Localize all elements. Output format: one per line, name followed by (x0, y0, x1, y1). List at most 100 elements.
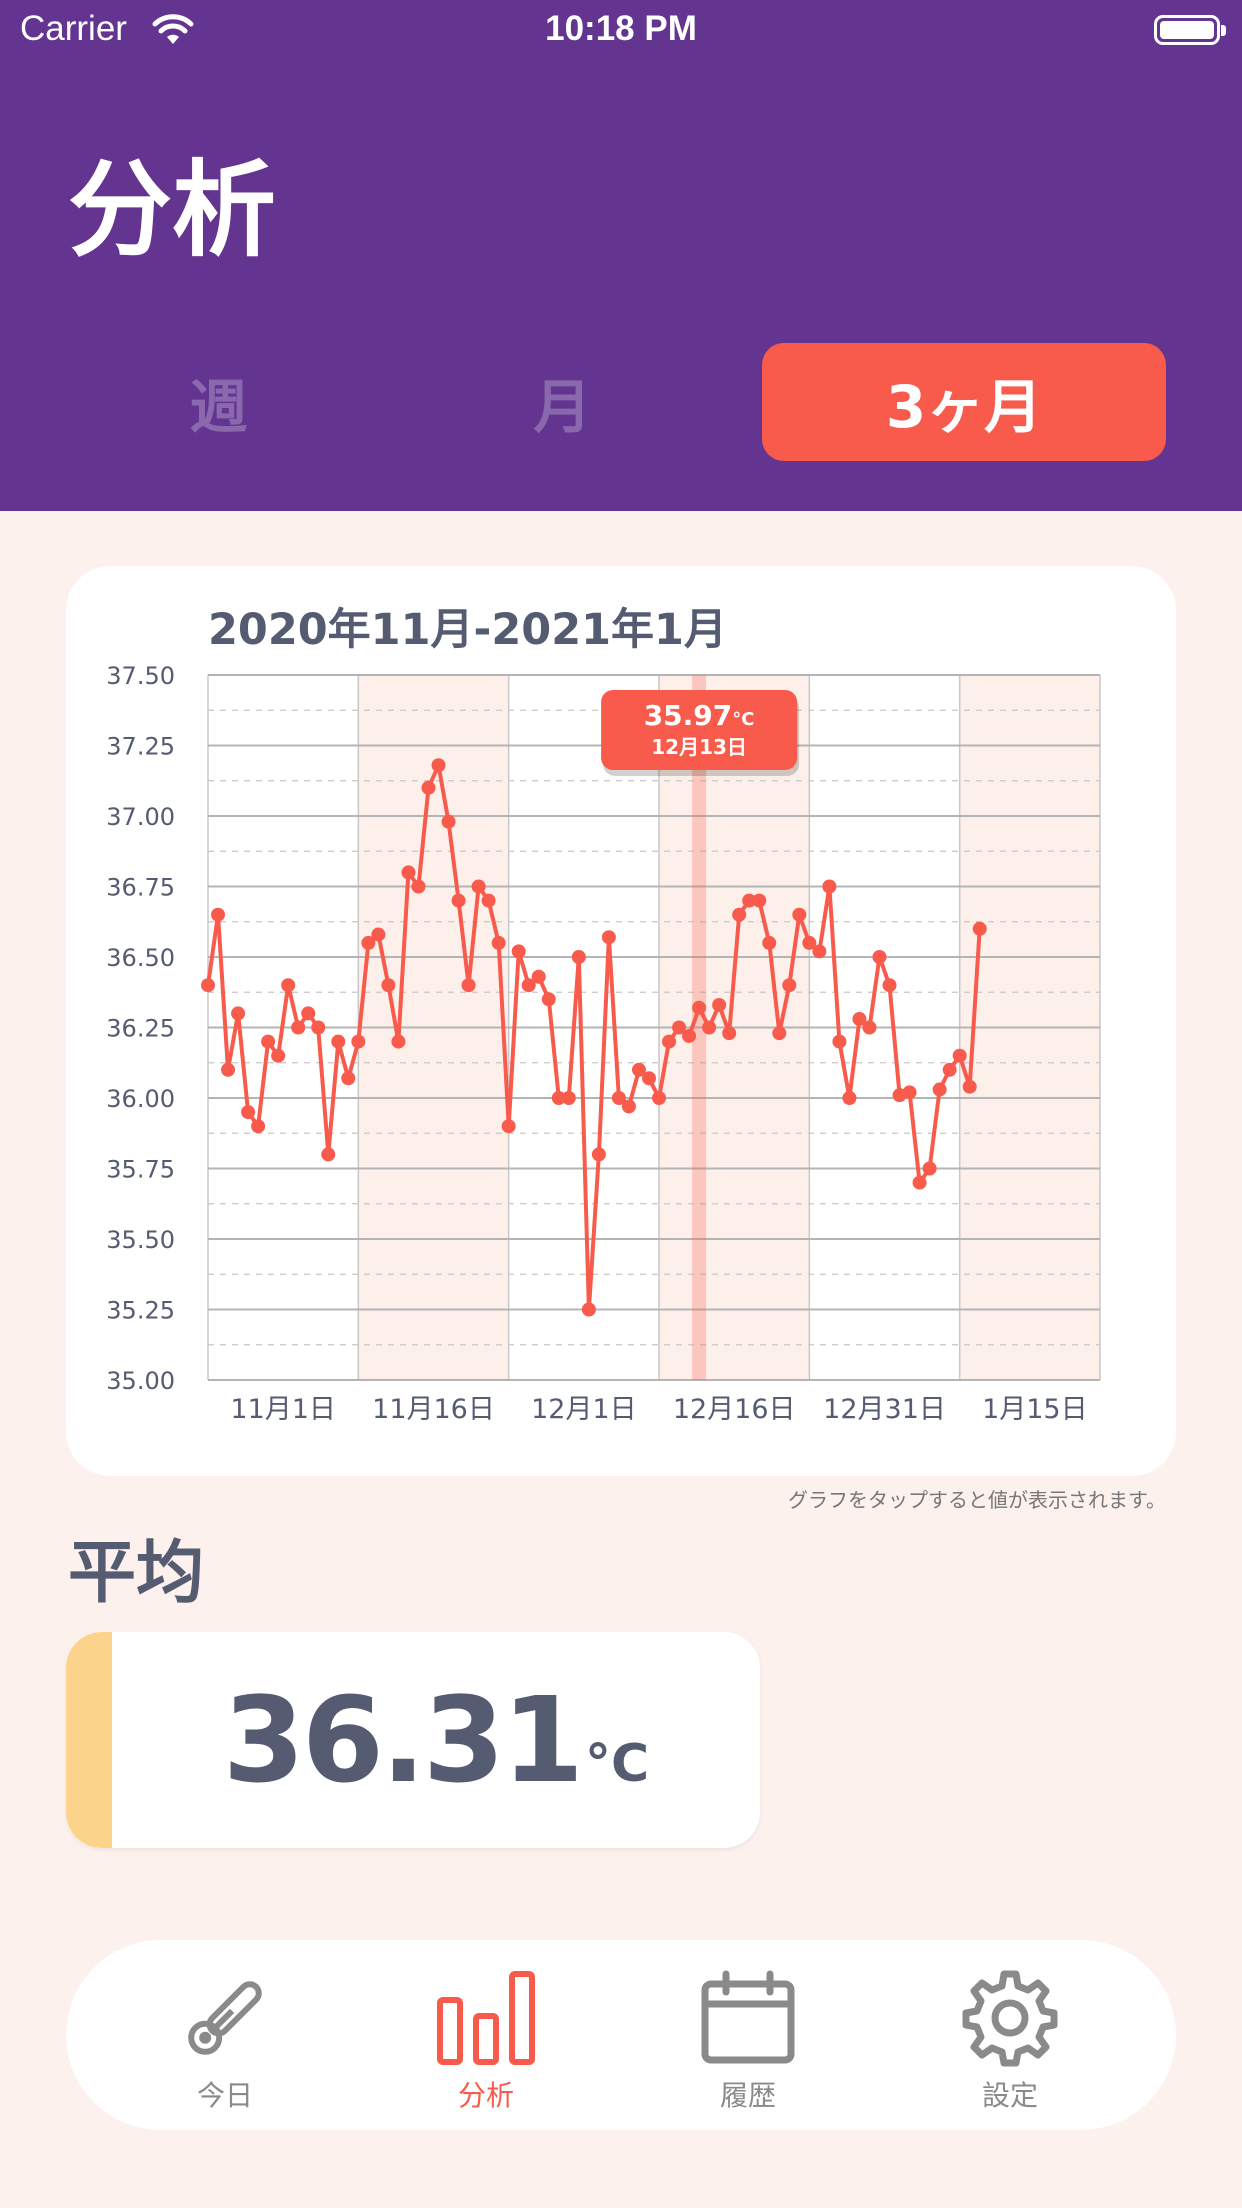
data-point (281, 978, 296, 993)
calendar-icon (701, 1970, 795, 2064)
average-accent-bar (66, 1632, 112, 1848)
data-point (631, 1062, 646, 1077)
chart-title: 2020年11月-2021年1月 (208, 605, 727, 655)
data-point (852, 1012, 867, 1027)
temperature-line-chart[interactable]: 35.00 35.25 35.50 35.75 36.00 36.25 36.50 36.75… (0, 0, 1242, 1500)
data-point (431, 758, 446, 773)
average-title: 平均 (68, 1534, 205, 1613)
data-point (611, 1091, 626, 1105)
data-point (491, 935, 506, 950)
data-point (411, 879, 426, 894)
data-point (391, 1034, 406, 1049)
data-point (301, 1006, 316, 1021)
data-point (581, 1302, 596, 1317)
y-tick-label: 37.25 (106, 733, 175, 761)
y-tick-label: 35.50 (106, 1226, 175, 1254)
data-point (321, 1147, 336, 1162)
chart-hint: グラフをタップすると値が表示されます。 (788, 1488, 1166, 1512)
segment-3-months[interactable]: 3ヶ月 (762, 343, 1166, 461)
data-point (972, 921, 987, 936)
selection-highlight (692, 675, 707, 1380)
data-point (822, 879, 837, 894)
data-point (381, 978, 396, 993)
tab-settings-label: 設定 (981, 2079, 1038, 2112)
data-point (541, 992, 556, 1007)
data-point (812, 944, 827, 959)
data-point (952, 1048, 967, 1063)
x-tick-label: 12月1日 (531, 1394, 637, 1425)
data-point (451, 893, 466, 908)
data-point (682, 1028, 697, 1043)
segment-week[interactable]: 週 (189, 373, 248, 441)
x-tick-label: 1月15日 (982, 1394, 1088, 1425)
x-tick-label: 12月31日 (823, 1394, 946, 1425)
data-point (421, 780, 436, 795)
average-card: 36.31 °C (66, 1632, 760, 1848)
data-point (221, 1062, 236, 1077)
data-point (932, 1082, 947, 1097)
y-tick-label: 36.75 (106, 874, 175, 902)
tab-today-label: 今日 (196, 2079, 253, 2112)
data-point (481, 893, 496, 908)
data-point (591, 1147, 606, 1162)
data-point (752, 893, 767, 908)
battery-icon (1154, 15, 1226, 45)
tab-today[interactable]: 今日 (150, 1968, 300, 2112)
data-point (942, 1062, 957, 1077)
data-point (772, 1026, 787, 1041)
data-point (621, 1099, 636, 1114)
data-point (882, 978, 897, 993)
data-point (862, 1020, 877, 1035)
segment-month[interactable]: 月 (533, 373, 592, 441)
data-point (291, 1020, 306, 1035)
tooltip-value: 35.97°C (644, 699, 755, 732)
data-point (922, 1161, 937, 1176)
data-point (742, 893, 757, 908)
tab-bar (66, 1940, 1176, 2130)
status-time: 10:18 PM (545, 9, 697, 48)
average-value-box: 36.31 °C (112, 1632, 760, 1848)
y-tick-label: 37.00 (106, 803, 175, 831)
data-point (842, 1091, 857, 1105)
y-tick-label: 35.75 (106, 1156, 175, 1184)
data-point (792, 907, 807, 922)
gear-icon (962, 1970, 1058, 2067)
data-point (641, 1071, 656, 1086)
data-point (872, 950, 887, 964)
tab-analysis[interactable]: 分析 (411, 1968, 561, 2112)
tab-analysis-label: 分析 (457, 2079, 514, 2112)
data-point (802, 935, 817, 950)
data-point (832, 1034, 847, 1049)
tab-history[interactable]: 履歴 (673, 1968, 823, 2112)
carrier-label: Carrier (20, 9, 127, 48)
data-point (702, 1020, 717, 1035)
y-tick-label: 36.00 (106, 1085, 175, 1113)
data-point (902, 1085, 917, 1100)
tab-history-label: 履歴 (719, 2079, 776, 2112)
data-point (531, 969, 546, 984)
header: Carrier 10:18 PM 分析 週 月 3ヶ月 (0, 0, 1242, 511)
y-tick-label: 35.25 (106, 1297, 175, 1325)
wifi-icon (152, 14, 194, 44)
page-title: 分析 (68, 149, 277, 271)
data-point (692, 1000, 707, 1015)
average-unit: °C (585, 1734, 650, 1794)
data-point (521, 978, 536, 993)
data-point (401, 865, 416, 880)
x-tick-label: 12月16日 (673, 1394, 796, 1425)
data-point (561, 1091, 576, 1105)
thermometer-icon (188, 1981, 262, 2055)
data-point (762, 935, 777, 950)
data-point (712, 997, 727, 1012)
y-tick-label: 35.00 (106, 1367, 175, 1395)
status-bar: Carrier 10:18 PM (0, 0, 1242, 62)
data-point (782, 978, 797, 993)
data-point (601, 930, 616, 945)
data-point (652, 1091, 667, 1105)
data-point (672, 1020, 687, 1035)
data-point (571, 950, 586, 964)
data-point (662, 1034, 677, 1049)
data-point (371, 927, 386, 942)
data-point (311, 1020, 326, 1035)
tab-settings[interactable]: 設定 (935, 1968, 1085, 2112)
